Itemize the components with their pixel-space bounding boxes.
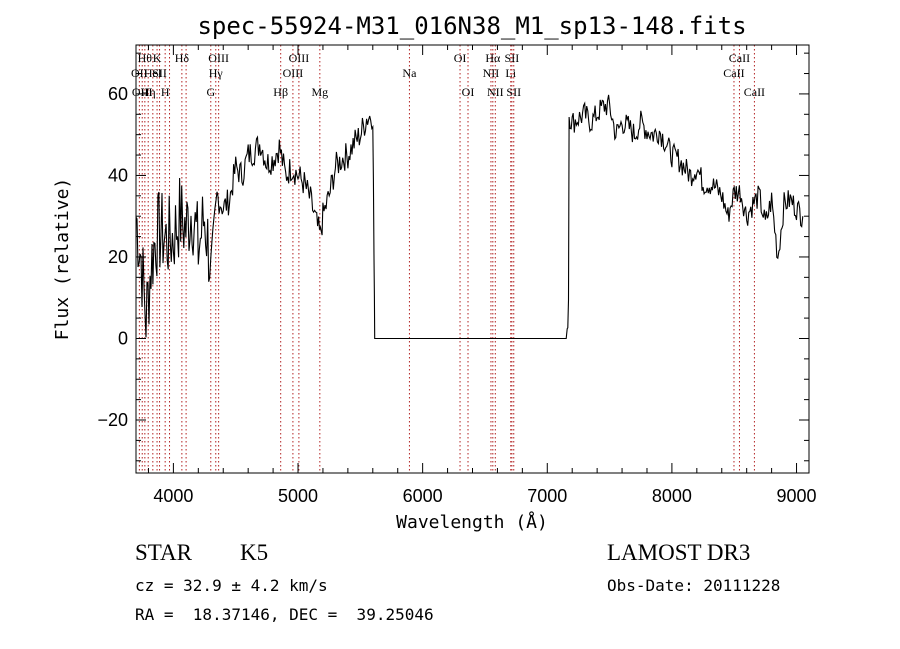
plot-frame	[135, 44, 810, 474]
x-axis-label: Wavelength (Å)	[396, 511, 548, 533]
emission-line-label: HeI	[144, 66, 162, 80]
x-tick-label: 9000	[777, 486, 817, 506]
spectrum-series-line	[135, 94, 804, 340]
object-subclass: K5	[240, 540, 269, 565]
emission-line-labels: OIIOIIIHθHηHeIKSIIHHδGHγOIIIHβOIIIOIIIMg…	[131, 51, 765, 99]
emission-line-label: Mg	[311, 85, 328, 99]
emission-line-label: OIII	[132, 85, 153, 99]
emission-line-label: OII	[131, 66, 148, 80]
x-tick-label: 6000	[403, 486, 443, 506]
emission-line-label: H	[161, 85, 170, 99]
emission-line-label: Li	[505, 66, 516, 80]
emission-line-label: Na	[402, 66, 417, 80]
survey-name: LAMOST DR3	[607, 540, 751, 565]
y-tick-label: 0	[118, 328, 128, 348]
emission-line-label: CaII	[729, 51, 750, 65]
emission-line-label: OI	[454, 51, 467, 65]
x-tick-label: 5000	[278, 486, 318, 506]
observation-date: Obs-Date: 20111228	[607, 576, 781, 595]
emission-line-label: Hη	[141, 85, 156, 99]
chart-title: spec-55924-M31_016N38_M1_sp13-148.fits	[197, 12, 746, 40]
emission-line-label: K	[153, 51, 162, 65]
y-axis-ticks: −20 0 20 40 60	[97, 52, 809, 462]
emission-line-label: OI	[462, 85, 475, 99]
emission-line-label: NII	[483, 66, 500, 80]
emission-line-label: Hθ	[138, 51, 153, 65]
x-tick-label: 8000	[652, 486, 692, 506]
emission-line-label: NII	[487, 85, 504, 99]
x-tick-label: 7000	[527, 486, 567, 506]
emission-line-label: OIII	[283, 66, 304, 80]
y-axis-label: Flux (relative)	[52, 178, 73, 341]
emission-line-label: SII	[506, 85, 521, 99]
x-tick-label: 4000	[153, 486, 193, 506]
emission-line-label: OIII	[289, 51, 310, 65]
emission-line-label: G	[206, 85, 215, 99]
emission-line-label: Hγ	[209, 66, 224, 80]
y-tick-label: −20	[97, 410, 128, 430]
emission-line-label: Hδ	[175, 51, 190, 65]
redshift-cz: cz = 32.9 ± 4.2 km/s	[135, 576, 328, 595]
emission-line-label: CaII	[723, 66, 744, 80]
emission-line-markers	[138, 45, 755, 473]
object-class: STAR	[135, 540, 192, 565]
emission-line-label: CaII	[744, 85, 765, 99]
y-tick-label: 40	[108, 165, 128, 185]
ra-dec-coordinates: RA = 18.37146, DEC = 39.25046	[135, 605, 434, 624]
emission-line-label: Hβ	[273, 85, 288, 99]
y-tick-label: 60	[108, 84, 128, 104]
emission-line-label: Hα	[485, 51, 501, 65]
emission-line-label: SII	[505, 51, 520, 65]
x-axis-ticks: 4000 5000 6000 7000 8000 9000	[147, 45, 817, 506]
emission-line-label: OIII	[208, 51, 229, 65]
emission-line-label: SII	[152, 66, 167, 80]
y-tick-label: 20	[108, 247, 128, 267]
